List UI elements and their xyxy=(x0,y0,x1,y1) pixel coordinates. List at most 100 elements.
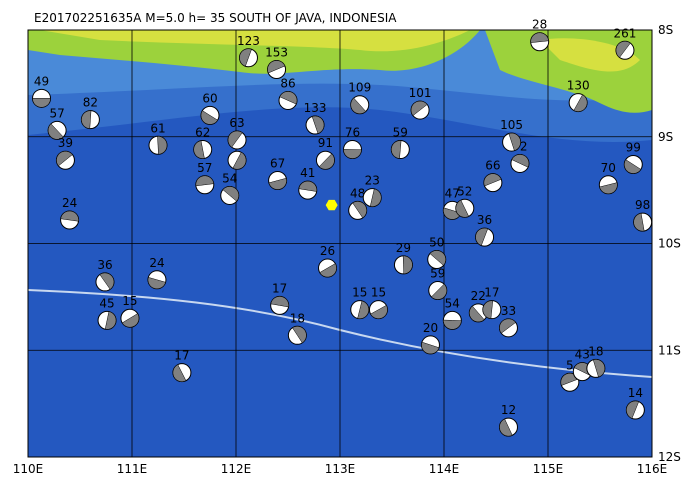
beachball xyxy=(120,308,140,328)
depth-label: 33 xyxy=(501,304,516,318)
epicenter xyxy=(325,199,338,211)
depth-label: 130 xyxy=(567,79,590,93)
x-tick-label: 111E xyxy=(117,462,148,476)
beachball xyxy=(60,210,80,230)
beachball-quadrant xyxy=(157,136,168,155)
depth-label: 54 xyxy=(222,171,237,185)
depth-label: 45 xyxy=(99,296,114,310)
x-tick-label: 116E xyxy=(637,462,668,476)
beachball xyxy=(625,400,645,420)
depth-label: 47 xyxy=(445,186,460,200)
depth-label: 54 xyxy=(445,296,460,310)
map-title: E201702251635A M=5.0 h= 35 SOUTH OF JAVA… xyxy=(34,11,397,25)
x-tick-label: 114E xyxy=(429,462,460,476)
beachball-quadrant xyxy=(318,153,335,170)
land-bali-high xyxy=(540,38,640,72)
beachball-quadrant xyxy=(298,180,317,192)
beachball-quadrant xyxy=(270,296,289,308)
beachball-quadrant xyxy=(227,130,243,148)
depth-label: 82 xyxy=(83,96,98,110)
beachball-quadrant xyxy=(147,277,166,289)
beachball xyxy=(148,135,168,155)
x-tick-label: 115E xyxy=(533,462,564,476)
depth-label: 18 xyxy=(588,344,603,358)
beachball xyxy=(362,188,382,208)
depth-label: 22 xyxy=(471,289,486,303)
depth-label: 50 xyxy=(429,236,444,250)
beachball xyxy=(298,180,318,200)
beachball xyxy=(193,140,213,160)
beachball xyxy=(390,140,410,160)
beachball-quadrant xyxy=(482,300,494,319)
beachball xyxy=(342,140,362,160)
beachball xyxy=(305,115,325,135)
beachball-quadrant xyxy=(455,199,470,218)
depth-label: 24 xyxy=(62,196,77,210)
beachball xyxy=(483,173,503,193)
beachball xyxy=(368,300,388,320)
depth-label: 29 xyxy=(396,241,411,255)
beachball xyxy=(615,40,635,60)
beachball-quadrant xyxy=(573,94,588,112)
beachball-quadrant xyxy=(195,175,215,187)
beachball xyxy=(227,130,247,150)
depth-label: 59 xyxy=(430,266,445,280)
y-tick-label: 8S xyxy=(658,23,673,37)
depth-label: 61 xyxy=(150,121,165,135)
beachball xyxy=(318,258,338,278)
beachball-quadrant xyxy=(81,110,92,129)
beachball xyxy=(623,155,643,175)
depth-label: 52 xyxy=(457,184,472,198)
beachball-quadrant xyxy=(172,364,187,382)
beachball xyxy=(502,132,522,152)
beachball-quadrant xyxy=(104,311,117,330)
depth-label: 62 xyxy=(195,126,210,140)
depth-label: 57 xyxy=(49,106,64,120)
depth-label: 63 xyxy=(229,116,244,130)
beachball-quadrant xyxy=(443,207,462,220)
beachball-quadrant xyxy=(47,123,64,140)
beachball xyxy=(350,300,370,320)
beachball xyxy=(428,280,448,300)
depth-label: 99 xyxy=(626,141,641,155)
beachball-quadrant xyxy=(370,304,388,319)
beachball-quadrant xyxy=(222,186,239,202)
depth-label: 67 xyxy=(270,157,285,171)
beachball-quadrant xyxy=(292,326,307,344)
depth-label: 59 xyxy=(393,126,408,140)
beachball xyxy=(200,105,220,125)
depth-label: 261 xyxy=(614,26,637,40)
beachball-quadrant xyxy=(530,32,549,43)
beachball-quadrant xyxy=(391,140,402,159)
y-tick-label: 11S xyxy=(658,343,681,357)
beachball xyxy=(195,175,215,195)
beachball-quadrant xyxy=(499,418,513,437)
depth-label: 5 xyxy=(566,358,574,372)
beachball-quadrant xyxy=(369,188,382,207)
beachball xyxy=(315,150,335,170)
depth-label: 48 xyxy=(350,186,365,200)
beachball-quadrant xyxy=(599,182,618,195)
beachball xyxy=(270,295,290,315)
beachball-quadrant xyxy=(56,151,73,167)
beachball xyxy=(633,212,653,232)
x-tick-label: 110E xyxy=(13,462,44,476)
beachball xyxy=(510,153,530,173)
depth-label: 41 xyxy=(300,166,315,180)
beachball-quadrant xyxy=(410,100,428,116)
beachball xyxy=(482,300,502,320)
depth-label: 18 xyxy=(290,311,305,325)
beachball-quadrant xyxy=(421,341,440,355)
beachball xyxy=(350,95,370,115)
beachball xyxy=(475,227,495,247)
beachball-quadrant xyxy=(475,227,489,246)
beachball xyxy=(568,93,588,113)
beachball-quadrant xyxy=(443,319,462,330)
beachball-quadrant xyxy=(311,115,325,134)
beachball xyxy=(80,110,100,130)
depth-label: 49 xyxy=(34,74,49,88)
beachball xyxy=(393,255,413,275)
beachball-quadrant xyxy=(431,283,448,300)
depth-label: 15 xyxy=(122,294,137,308)
